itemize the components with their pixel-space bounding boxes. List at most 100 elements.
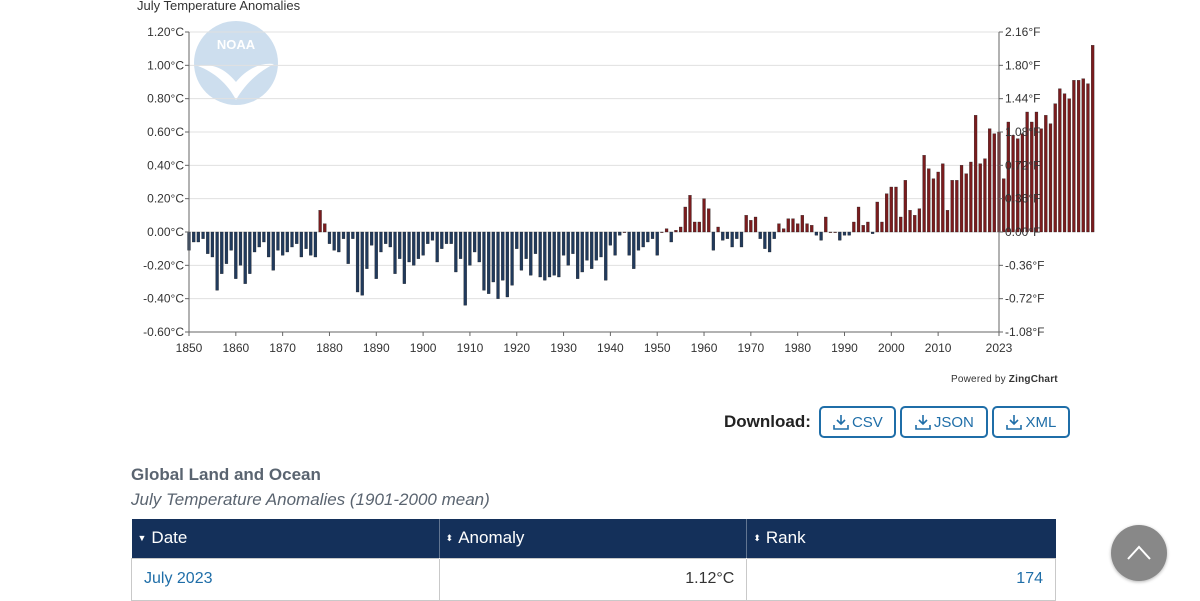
bar-1909[interactable] (463, 231, 467, 306)
bar-1970[interactable] (749, 220, 753, 233)
bar-1988[interactable] (833, 231, 837, 233)
bar-1859[interactable] (229, 231, 233, 251)
bar-1958[interactable] (693, 221, 697, 233)
bar-1996[interactable] (870, 231, 875, 234)
bar-1999[interactable] (885, 193, 889, 233)
bar-1969[interactable] (744, 215, 748, 233)
bar-1928[interactable] (552, 231, 556, 276)
bar-2009[interactable] (931, 178, 936, 233)
bar-1971[interactable] (753, 216, 758, 233)
bar-1906[interactable] (449, 231, 453, 244)
bar-2040[interactable] (1076, 80, 1081, 233)
bar-1953[interactable] (669, 231, 673, 243)
bar-2003[interactable] (903, 180, 907, 233)
bar-2017[interactable] (969, 161, 973, 233)
bar-1924[interactable] (533, 231, 538, 254)
bar-1932[interactable] (571, 231, 575, 254)
bar-1871[interactable] (285, 231, 289, 253)
bar-1955[interactable] (679, 226, 683, 233)
row-date-link[interactable]: July 2023 (131, 557, 440, 601)
bar-1950[interactable] (655, 231, 659, 256)
bar-1869[interactable] (276, 231, 280, 251)
powered-by[interactable]: Powered by ZingChart (951, 374, 1058, 385)
bar-2004[interactable] (908, 210, 912, 233)
bar-1957[interactable] (688, 195, 692, 233)
bar-1904[interactable] (440, 231, 444, 249)
bar-1864[interactable] (252, 231, 257, 253)
bar-1896[interactable] (402, 231, 406, 284)
bar-1883[interactable] (341, 231, 346, 239)
bar-2018[interactable] (973, 115, 978, 233)
bar-2039[interactable] (1072, 80, 1076, 233)
bar-2020[interactable] (983, 158, 987, 233)
bar-2028[interactable] (1020, 133, 1025, 233)
bar-1979[interactable] (791, 218, 795, 233)
bar-1917[interactable] (501, 231, 505, 281)
bar-1878[interactable] (318, 210, 322, 233)
bar-1974[interactable] (767, 231, 772, 253)
bar-1852[interactable] (196, 231, 200, 243)
bar-1882[interactable] (337, 231, 341, 253)
bar-1945[interactable] (632, 231, 636, 269)
bar-1913[interactable] (482, 231, 486, 291)
bar-1933[interactable] (576, 231, 580, 279)
bar-2002[interactable] (899, 216, 903, 233)
bar-1964[interactable] (721, 231, 725, 241)
bar-1931[interactable] (566, 231, 570, 266)
bar-1923[interactable] (529, 231, 533, 276)
bar-2037[interactable] (1062, 93, 1067, 233)
bar-1908[interactable] (458, 231, 463, 259)
bar-1912[interactable] (477, 231, 481, 263)
bar-1941[interactable] (613, 231, 617, 256)
bar-1872[interactable] (290, 231, 294, 248)
bar-1995[interactable] (866, 221, 870, 233)
bar-1879[interactable] (323, 223, 327, 233)
bar-1890[interactable] (374, 231, 378, 279)
bar-1900[interactable] (421, 231, 425, 256)
bar-2022[interactable] (992, 133, 996, 233)
bar-1972[interactable] (758, 231, 762, 239)
bar-1885[interactable] (351, 231, 355, 239)
bar-1902[interactable] (430, 231, 435, 241)
bar-1920[interactable] (515, 231, 519, 249)
bar-1866[interactable] (262, 231, 266, 243)
bar-1889[interactable] (369, 231, 374, 246)
bar-1880[interactable] (327, 231, 332, 244)
bar-1905[interactable] (444, 231, 449, 244)
bar-2035[interactable] (1053, 103, 1057, 233)
bar-1960[interactable] (702, 198, 706, 233)
bar-1881[interactable] (332, 231, 336, 251)
bar-1980[interactable] (796, 223, 800, 233)
bar-1991[interactable] (847, 231, 851, 236)
bar-1897[interactable] (407, 231, 411, 263)
bar-1868[interactable] (271, 231, 275, 271)
bar-1914[interactable] (487, 231, 491, 294)
bar-2019[interactable] (978, 163, 982, 233)
bar-1921[interactable] (519, 231, 524, 271)
bar-2007[interactable] (922, 155, 926, 233)
bar-1937[interactable] (594, 231, 598, 261)
bar-1876[interactable] (309, 231, 313, 256)
bar-2030[interactable] (1030, 121, 1034, 233)
bar-1975[interactable] (772, 231, 776, 239)
column-header-date[interactable]: ▼ Date (131, 519, 440, 558)
bar-1982[interactable] (805, 223, 809, 233)
bar-2000[interactable] (889, 186, 893, 233)
bar-2012[interactable] (945, 210, 950, 233)
bar-1873[interactable] (295, 231, 299, 244)
bar-2032[interactable] (1039, 128, 1043, 233)
bar-2010[interactable] (936, 171, 940, 233)
bar-1949[interactable] (650, 231, 655, 239)
bar-1967[interactable] (735, 231, 739, 239)
bar-1977[interactable] (782, 228, 786, 233)
bar-1895[interactable] (398, 231, 402, 259)
bar-1951[interactable] (660, 231, 664, 233)
bar-1997[interactable] (875, 201, 879, 233)
bar-1901[interactable] (426, 231, 430, 244)
bar-1851[interactable] (192, 231, 196, 243)
bar-1916[interactable] (496, 231, 500, 299)
bar-2013[interactable] (950, 180, 954, 233)
bar-2001[interactable] (894, 186, 898, 233)
bar-1910[interactable] (468, 231, 472, 266)
download-json-button[interactable]: JSON (899, 406, 988, 438)
